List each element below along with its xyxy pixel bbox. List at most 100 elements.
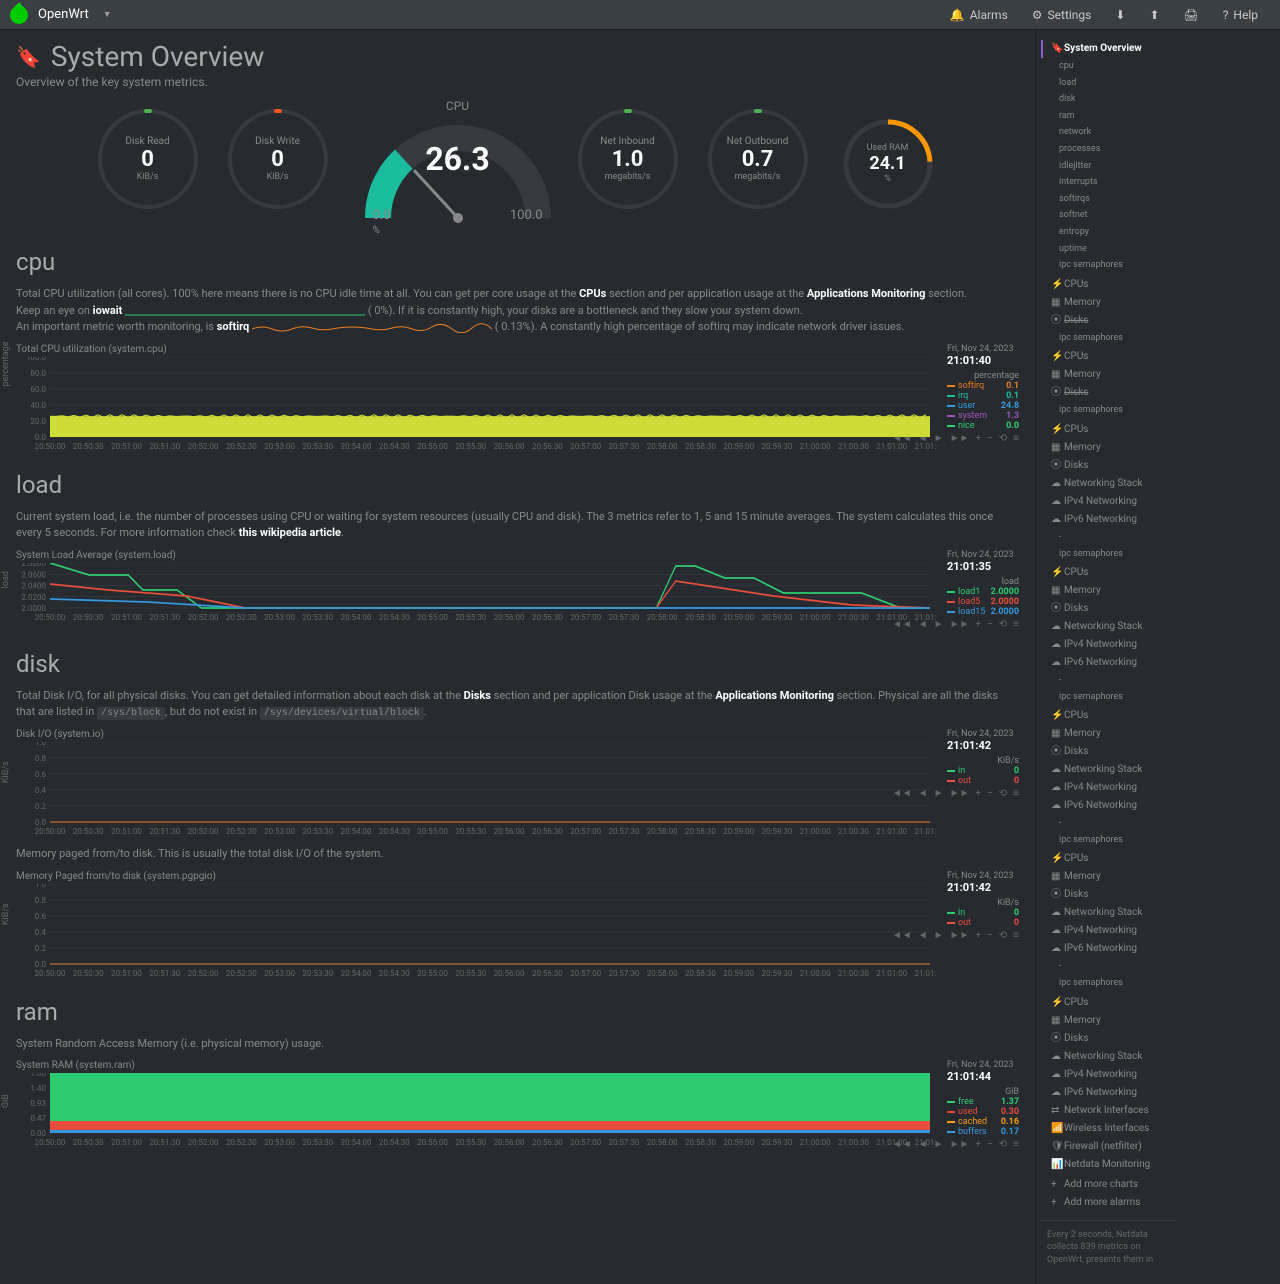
sidebar-item-disks[interactable]: ⦿Disks	[1041, 743, 1175, 761]
sidebar-item-cpus[interactable]: ⚡CPUs	[1041, 564, 1175, 582]
sidebar-item-ipv6-networking[interactable]: ☁IPv6 Networking	[1041, 940, 1175, 958]
nav-item-Alarms[interactable]: 🔔Alarms	[938, 2, 1020, 28]
sidebar-item-network-interfaces[interactable]: ⇄Network Interfaces	[1041, 1102, 1175, 1120]
legend-row[interactable]: load15 2.0000	[947, 607, 1019, 617]
legend-row[interactable]: free 1.37	[947, 1097, 1019, 1107]
sidebar-item-disks[interactable]: ⦿Disks	[1041, 457, 1175, 475]
sidebar-item-ipc-semaphores[interactable]: ipc semaphores	[1041, 832, 1175, 849]
chart-svg[interactable]: 1.00.80.60.40.20.020:50:0020:50:3020:51:…	[16, 884, 936, 978]
sidebar-item-ipc-semaphores[interactable]: ipc semaphores	[1041, 257, 1175, 274]
sidebar-item-entropy[interactable]: entropy	[1041, 224, 1175, 241]
sidebar-item-memory[interactable]: ▦Memory	[1041, 294, 1175, 312]
chart-control-btn[interactable]: −	[987, 930, 993, 941]
legend-row[interactable]: buffers 0.17	[947, 1127, 1019, 1137]
chart-control-btn[interactable]: ≡	[1013, 788, 1019, 799]
legend-row[interactable]: cached 0.16	[947, 1117, 1019, 1127]
sidebar-item-ipc-semaphores[interactable]: ipc semaphores	[1041, 402, 1175, 419]
legend-row[interactable]: out 0	[947, 918, 1019, 928]
chart-control-btn[interactable]: +	[975, 1139, 981, 1150]
chart-control-btn[interactable]: ⟲	[999, 788, 1007, 799]
sidebar-item-cpus[interactable]: ⚡CPUs	[1041, 276, 1175, 294]
sidebar-item-cpu[interactable]: cpu	[1041, 58, 1175, 75]
chart-svg[interactable]: 1.00.80.60.40.20.020:50:0020:50:3020:51:…	[16, 742, 936, 836]
nav-item-Help[interactable]: ?Help	[1211, 2, 1270, 28]
link-apps[interactable]: Applications Monitoring	[715, 689, 834, 702]
sidebar-item-network[interactable]: network	[1041, 124, 1175, 141]
sidebar-item--[interactable]: -	[1041, 672, 1175, 689]
sidebar-item-softirqs[interactable]: softirqs	[1041, 191, 1175, 208]
sidebar-item-memory[interactable]: ▦Memory	[1041, 868, 1175, 886]
sidebar-item-disks[interactable]: ⦿Disks	[1041, 886, 1175, 904]
sidebar-item-ipc-semaphores[interactable]: ipc semaphores	[1041, 975, 1175, 992]
legend-row[interactable]: irq 0.1	[947, 391, 1019, 401]
sidebar-item-disk[interactable]: disk	[1041, 91, 1175, 108]
sidebar-item-cpus[interactable]: ⚡CPUs	[1041, 850, 1175, 868]
sidebar-item-ipc-semaphores[interactable]: ipc semaphores	[1041, 330, 1175, 347]
chart-control-btn[interactable]: −	[987, 1139, 993, 1150]
legend-row[interactable]: out 0	[947, 776, 1019, 786]
sidebar-item-memory[interactable]: ▦Memory	[1041, 439, 1175, 457]
chart-control-btn[interactable]: ⟲	[999, 433, 1007, 444]
gauge-disk-write[interactable]: Disk Write 0 KiB/s	[228, 109, 338, 219]
gauge-disk-read[interactable]: Disk Read 0 KiB/s	[98, 109, 208, 219]
sidebar-item-disks[interactable]: ⦿Disks	[1041, 1030, 1175, 1048]
sidebar-item-memory[interactable]: ▦Memory	[1041, 582, 1175, 600]
sidebar-item-networking-stack[interactable]: ☁Networking Stack	[1041, 904, 1175, 922]
chart-control-btn[interactable]: ≡	[1013, 1139, 1019, 1150]
gauge-cpu[interactable]: CPU 26.3 0.0 100.0 %	[358, 99, 558, 228]
link-cpus[interactable]: CPUs	[579, 287, 606, 300]
sidebar-item-add-more-charts[interactable]: +Add more charts	[1041, 1176, 1175, 1194]
sidebar-item-networking-stack[interactable]: ☁Networking Stack	[1041, 475, 1175, 493]
gauge-net-inbound[interactable]: Net Inbound 1.0 megabits/s	[578, 109, 688, 219]
chart-control-btn[interactable]: +	[975, 930, 981, 941]
chart-svg[interactable]: 2.08002.06002.04002.02002.000020:50:0020…	[16, 563, 936, 622]
chart-control-btn[interactable]: +	[975, 788, 981, 799]
sidebar-item-idlejitter[interactable]: idlejitter	[1041, 158, 1175, 175]
sidebar-item-cpus[interactable]: ⚡CPUs	[1041, 707, 1175, 725]
sidebar-item-ram[interactable]: ram	[1041, 108, 1175, 125]
sidebar-item--[interactable]: -	[1041, 815, 1175, 832]
sidebar-item-netdata-monitoring[interactable]: 📊Netdata Monitoring	[1041, 1156, 1175, 1174]
sidebar-item-ipv6-networking[interactable]: ☁IPv6 Networking	[1041, 1084, 1175, 1102]
sidebar-item-networking-stack[interactable]: ☁Networking Stack	[1041, 1048, 1175, 1066]
sidebar-item-ipv4-networking[interactable]: ☁IPv4 Networking	[1041, 779, 1175, 797]
chart-control-btn[interactable]: +	[975, 619, 981, 630]
sidebar-item-ipv4-networking[interactable]: ☁IPv4 Networking	[1041, 636, 1175, 654]
sidebar-item-softnet[interactable]: softnet	[1041, 207, 1175, 224]
sidebar-item-memory[interactable]: ▦Memory	[1041, 1012, 1175, 1030]
chart-control-btn[interactable]: ►►	[950, 619, 970, 630]
brand[interactable]: OpenWrt ▼	[10, 6, 112, 24]
sidebar-item-uptime[interactable]: uptime	[1041, 241, 1175, 258]
chart-control-btn[interactable]: −	[987, 788, 993, 799]
legend-row[interactable]: softirq 0.1	[947, 381, 1019, 391]
sidebar-item-add-more-alarms[interactable]: +Add more alarms	[1041, 1194, 1175, 1212]
chart-control-btn[interactable]: ≡	[1013, 930, 1019, 941]
chart-control-btn[interactable]: ►►	[950, 930, 970, 941]
legend-row[interactable]: in 0	[947, 908, 1019, 918]
sidebar-item-memory[interactable]: ▦Memory	[1041, 366, 1175, 384]
sidebar-item-disks[interactable]: ⦿Disks	[1041, 600, 1175, 618]
chart-control-btn[interactable]: ⟲	[999, 930, 1007, 941]
legend-row[interactable]: load5 2.0000	[947, 597, 1019, 607]
chart-control-btn[interactable]: ⟲	[999, 619, 1007, 630]
chart-control-btn[interactable]: ►►	[950, 788, 970, 799]
sidebar-item--[interactable]: -	[1041, 529, 1175, 546]
sidebar-item-wireless-interfaces[interactable]: 📶Wireless Interfaces	[1041, 1120, 1175, 1138]
sidebar-item-interrupts[interactable]: interrupts	[1041, 174, 1175, 191]
sidebar-item-cpus[interactable]: ⚡CPUs	[1041, 348, 1175, 366]
sidebar-item-system-overview[interactable]: 🔖System Overview	[1041, 40, 1175, 58]
sidebar-item-ipv6-networking[interactable]: ☁IPv6 Networking	[1041, 511, 1175, 529]
sidebar-item-ipv4-networking[interactable]: ☁IPv4 Networking	[1041, 922, 1175, 940]
sidebar-item-networking-stack[interactable]: ☁Networking Stack	[1041, 761, 1175, 779]
chart-svg[interactable]: 100.080.060.040.020.00.020:50:0020:50:30…	[16, 357, 936, 451]
legend-row[interactable]: in 0	[947, 766, 1019, 776]
nav-item-Settings[interactable]: ⚙Settings	[1020, 2, 1104, 28]
legend-row[interactable]: system 1.3	[947, 411, 1019, 421]
sidebar-item-ipv6-networking[interactable]: ☁IPv6 Networking	[1041, 654, 1175, 672]
legend-row[interactable]: used 0.30	[947, 1107, 1019, 1117]
sidebar-item-firewall-(netfilter)[interactable]: 🛡Firewall (netfilter)	[1041, 1138, 1175, 1156]
chart-control-btn[interactable]: ►►	[950, 1139, 970, 1150]
link-apps[interactable]: Applications Monitoring	[807, 287, 926, 300]
sidebar-item-load[interactable]: load	[1041, 75, 1175, 92]
chart-control-btn[interactable]: +	[975, 433, 981, 444]
